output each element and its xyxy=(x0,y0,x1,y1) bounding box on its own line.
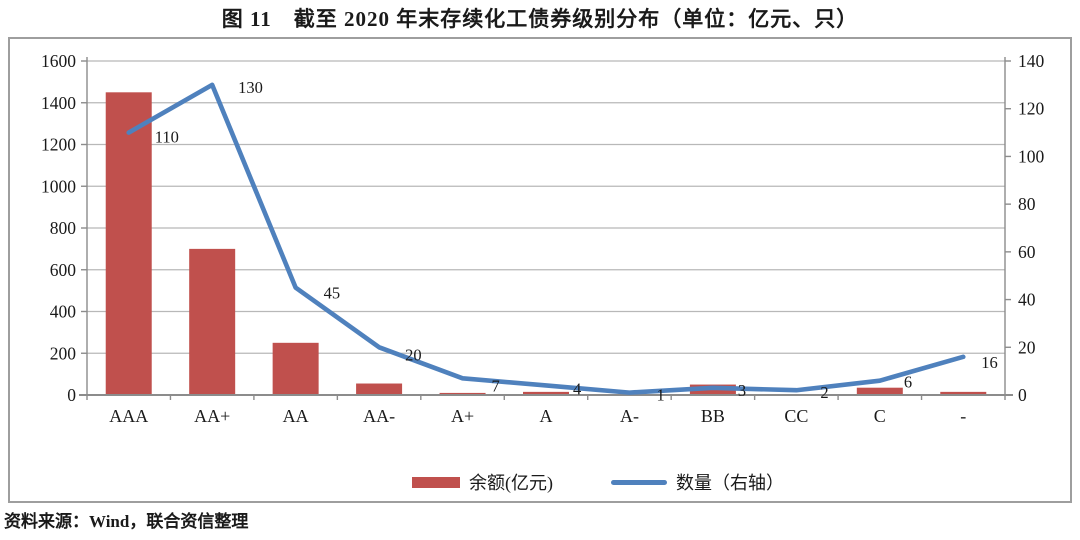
line-data-label: 2 xyxy=(820,383,828,402)
left-axis-label: 1000 xyxy=(41,176,76,196)
right-axis-label: 20 xyxy=(1018,337,1036,357)
line-data-label: 20 xyxy=(405,345,422,364)
line-data-label: 110 xyxy=(155,128,179,147)
chart-frame: 110 130 45 20 7 4 1 3 2 6 16 0 200 400 600 800 1000 1200 1… xyxy=(8,37,1072,503)
line-data-label: 1 xyxy=(656,386,664,405)
bar-A+ xyxy=(439,392,486,395)
category-label-C: C xyxy=(874,406,886,426)
line-data-label: 16 xyxy=(981,353,998,372)
chart-legend: 余额(亿元) 数量（右轴） xyxy=(68,467,1080,497)
category-label-AAA: AAA xyxy=(109,406,148,426)
bar-A xyxy=(523,391,569,395)
category-label-A+: A+ xyxy=(451,406,474,426)
bar-AA+ xyxy=(189,248,236,395)
bar-- xyxy=(940,391,987,395)
category-label-A: A xyxy=(540,406,553,426)
bar-AAA xyxy=(105,92,152,395)
left-axis-label: 200 xyxy=(50,343,77,363)
line-series-swatch-icon xyxy=(611,479,667,485)
category-label--: - xyxy=(960,406,966,426)
bar-AA- xyxy=(356,383,403,395)
right-axis-label: 60 xyxy=(1018,242,1036,262)
category-label-AA+: AA+ xyxy=(194,406,230,426)
right-axis-label: 100 xyxy=(1018,146,1045,166)
category-label-AA: AA xyxy=(283,406,309,426)
right-axis-label: 0 xyxy=(1018,385,1027,405)
bar-C xyxy=(856,387,903,395)
line-data-label: 6 xyxy=(904,373,912,392)
line-data-label: 7 xyxy=(492,376,500,395)
left-axis-label: 400 xyxy=(50,302,77,322)
line-data-label: 130 xyxy=(238,78,263,97)
left-axis-label: 600 xyxy=(50,260,77,280)
left-axis-label: 800 xyxy=(50,218,77,238)
right-axis-label: 40 xyxy=(1018,290,1036,310)
line-data-label: 3 xyxy=(738,381,746,400)
left-axis-label: 1200 xyxy=(41,135,76,155)
right-axis-label: 120 xyxy=(1018,99,1045,119)
line-data-label: 45 xyxy=(324,284,341,303)
legend-item-count: 数量（右轴） xyxy=(611,469,784,495)
left-axis-label: 0 xyxy=(67,385,76,405)
source-note: 资料来源：Wind，联合资信整理 xyxy=(4,512,249,531)
bar-series-swatch-icon xyxy=(412,476,460,488)
bar-AA xyxy=(272,342,319,395)
line-data-label: 4 xyxy=(573,379,581,398)
count-line xyxy=(126,82,966,395)
legend-label-balance: 余额(亿元) xyxy=(469,473,553,493)
legend-item-balance: 余额(亿元) xyxy=(412,469,553,495)
chart-title: 图 11 截至 2020 年末存续化工债券级别分布（单位：亿元、只） xyxy=(221,7,859,31)
right-axis-label: 140 xyxy=(1018,51,1045,71)
category-label-BB: BB xyxy=(701,406,725,426)
left-axis-label: 1600 xyxy=(41,51,76,71)
legend-label-count: 数量（右轴） xyxy=(676,473,784,493)
category-label-CC: CC xyxy=(784,406,808,426)
right-axis-label: 80 xyxy=(1018,194,1036,214)
category-label-AA-: AA- xyxy=(363,406,395,426)
left-axis-label: 1400 xyxy=(41,93,76,113)
category-label-A-: A- xyxy=(620,406,639,426)
